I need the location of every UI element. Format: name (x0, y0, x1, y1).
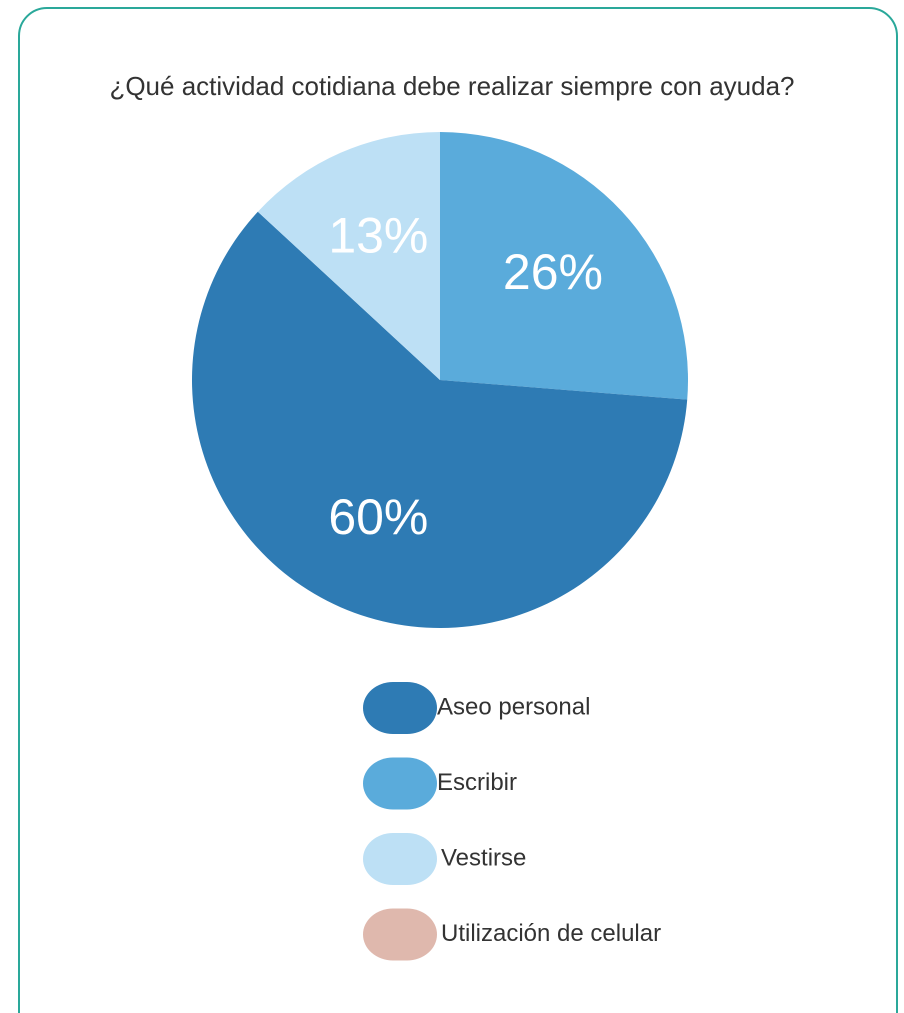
slice-label: 26% (503, 244, 603, 300)
legend-swatch (363, 833, 437, 885)
legend-swatch (363, 908, 437, 961)
legend-swatch (363, 682, 437, 734)
legend-swatch (363, 757, 437, 810)
legend-label: Aseo personal (437, 693, 590, 720)
pie-slice (440, 132, 689, 400)
pie-slice (257, 132, 440, 380)
chart-title: ¿Qué actividad cotidiana debe realizar s… (109, 71, 794, 101)
slice-label: 13% (328, 207, 428, 263)
legend-label: Utilización de celular (441, 920, 661, 947)
slice-label: 60% (328, 489, 428, 545)
legend-label: Escribir (437, 769, 517, 796)
legend-label: Vestirse (441, 844, 526, 871)
pie-slice (191, 211, 688, 629)
